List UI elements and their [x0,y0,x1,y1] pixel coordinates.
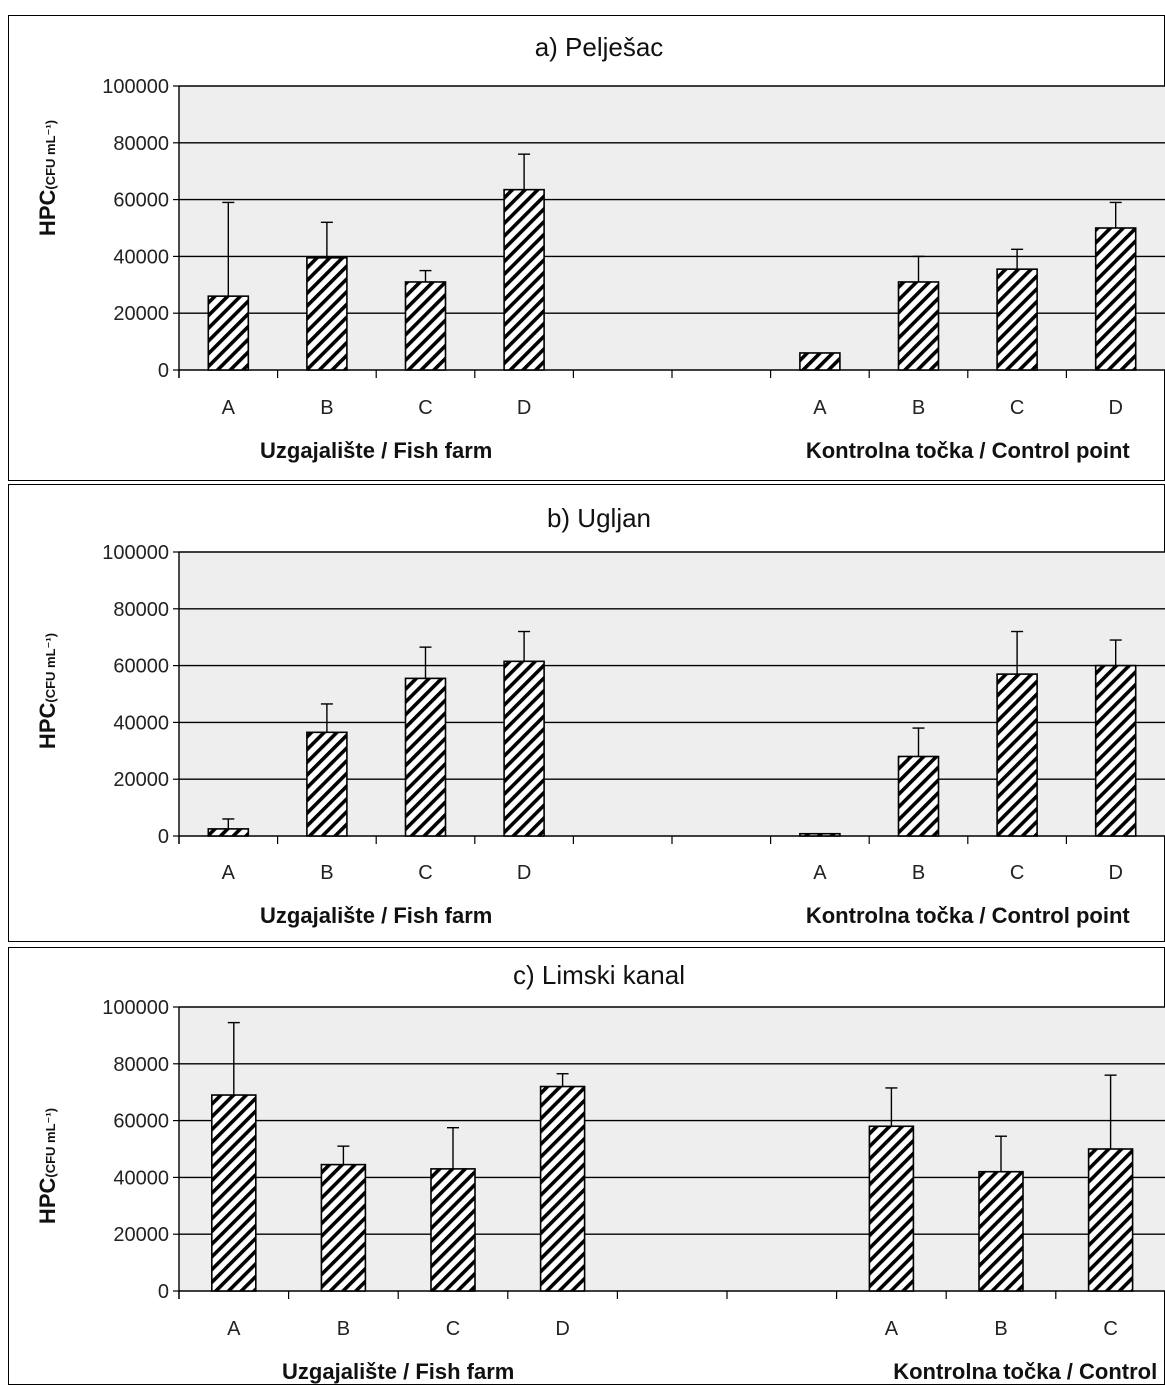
y-axis-label-unit: (CFU mL⁻¹) [43,1108,58,1178]
bar [1094,227,1137,371]
category-label: C [446,1318,460,1340]
chart-svg: 0 20000 40000 60000 80000 100000 c) Limski kan… [35,960,1165,1384]
chart-title: a) Pelješac [535,32,664,62]
y-tick-label: 60000 [113,656,169,678]
category-label: C [1010,397,1024,419]
bar [211,1094,257,1292]
bar [799,352,841,371]
bar [207,295,250,371]
bar [306,257,348,371]
category-label: B [912,397,925,419]
category-label: B [337,1318,350,1340]
y-tick-label: 100000 [102,76,169,98]
category-label: A [227,1318,241,1340]
bar [1087,1148,1134,1292]
y-tick-label: 40000 [113,1167,169,1189]
chart-panel-ugljan: 0 20000 40000 60000 80000 100000 b) Ugljan HPC(… [8,484,1165,942]
category-label: A [813,862,827,884]
group-label: Kontrolna točka / Control point [806,438,1131,463]
y-axis-label: HPC(CFU mL⁻¹) [35,633,60,749]
y-tick-label: 0 [158,1281,169,1303]
category-label: D [1108,862,1122,884]
y-tick-label: 20000 [113,769,169,791]
group-label: Uzgajalište / Fish farm [282,1359,514,1384]
category-label: C [1010,862,1024,884]
y-axis-label-unit: (CFU mL⁻¹) [43,633,58,703]
category-label: D [517,862,531,884]
chart-svg: 0 20000 40000 60000 80000 100000 b) Ugljan HPC(… [35,503,1165,928]
bar [306,731,348,837]
bar [404,281,447,371]
group-label: Uzgajalište / Fish farm [260,438,492,463]
y-axis-label: HPC(CFU mL⁻¹) [35,120,60,236]
y-tick-label: 0 [158,826,169,848]
group-label: Kontrolna točka / Control Point [893,1359,1165,1384]
y-tick-label: 20000 [113,1224,169,1246]
bar [978,1170,1024,1292]
bar [320,1163,367,1292]
bar [897,281,940,371]
y-tick-label: 60000 [113,1111,169,1133]
bar [996,673,1038,837]
bar [430,1168,476,1292]
y-axis-label-unit: (CFU mL⁻¹) [43,120,58,190]
bar [503,188,545,371]
category-label: A [222,397,236,419]
chart-panel-peljesac: 0 20000 40000 60000 80000 100000 a) Pelješac HP… [8,15,1165,481]
bar [868,1125,915,1292]
bar [539,1085,586,1292]
category-label: A [885,1318,899,1340]
bar [897,755,940,837]
y-tick-label: 80000 [113,599,169,621]
bar [996,268,1038,371]
category-label: B [912,862,925,884]
group-label: Kontrolna točka / Control point [806,903,1131,928]
bar [1094,664,1137,837]
category-label: A [222,862,236,884]
bar [404,677,447,837]
y-axis-label-main: HPC [35,190,60,237]
y-axis-label-main: HPC [35,703,60,750]
category-label: B [320,862,333,884]
category-label: C [418,397,432,419]
y-tick-label: 20000 [113,303,169,325]
y-axis-label: HPC(CFU mL⁻¹) [35,1108,60,1224]
category-label: D [555,1318,569,1340]
group-label: Uzgajalište / Fish farm [260,903,492,928]
category-label: C [1103,1318,1117,1340]
y-tick-label: 100000 [102,542,169,564]
y-tick-label: 60000 [113,190,169,212]
category-label: B [320,397,333,419]
category-label: D [1108,397,1122,419]
y-tick-label: 80000 [113,1054,169,1076]
category-label: B [994,1318,1007,1340]
bar [799,832,841,837]
y-tick-label: 40000 [113,712,169,734]
y-tick-label: 100000 [102,997,169,1019]
y-tick-label: 80000 [113,133,169,155]
category-label: C [418,862,432,884]
category-label: A [813,397,827,419]
bar [503,660,545,837]
category-label: D [517,397,531,419]
chart-title: c) Limski kanal [513,960,685,990]
y-axis-label-main: HPC [35,1178,60,1225]
chart-panel-limski-kanal: 0 20000 40000 60000 80000 100000 c) Limski kan… [8,947,1165,1385]
chart-title: b) Ugljan [547,503,651,533]
bar [207,828,250,837]
y-tick-label: 40000 [113,246,169,268]
chart-svg: 0 20000 40000 60000 80000 100000 a) Pelješac HP… [35,32,1165,463]
y-tick-label: 0 [158,360,169,382]
